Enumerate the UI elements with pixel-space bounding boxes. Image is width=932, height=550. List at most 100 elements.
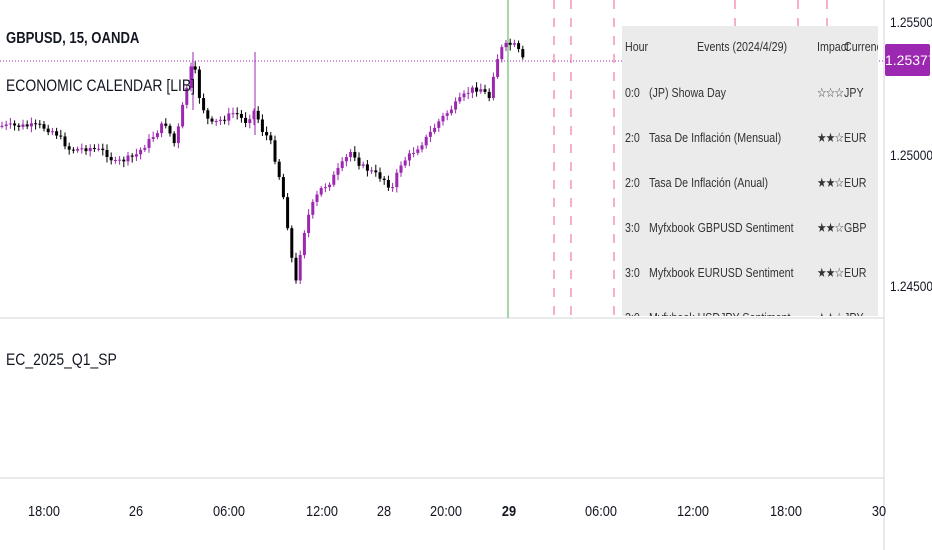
candle-body — [17, 125, 21, 127]
candle-body — [8, 123, 12, 125]
event-currency: EUR — [844, 130, 867, 145]
event-currency: GBP — [844, 220, 867, 235]
candle-body — [256, 110, 260, 120]
candle-body — [92, 148, 96, 150]
time-tick-label: 18:00 — [28, 503, 60, 520]
time-tick-label: 06:00 — [585, 503, 617, 520]
candle-body — [496, 59, 500, 77]
candle-body — [122, 159, 126, 162]
candle-body — [189, 66, 193, 88]
candle-body — [168, 125, 172, 134]
candle-body — [0, 125, 4, 127]
event-hour: 2:0 — [625, 175, 640, 190]
candle-body — [265, 132, 269, 136]
candle-body — [475, 87, 479, 92]
sub-pane-title[interactable]: EC_2025_Q1_SP — [6, 350, 117, 369]
candle-body — [349, 151, 353, 158]
candle-body — [164, 123, 168, 126]
candle-body — [235, 113, 239, 115]
header-currency: Currency — [844, 39, 878, 54]
candle-body — [437, 121, 441, 128]
candle-body — [118, 159, 122, 161]
indicator-title[interactable]: ECONOMIC CALENDAR [LIB] — [6, 76, 196, 95]
candle-body — [294, 257, 298, 281]
table-row: 3:0 Myfxbook USDJPY Sentiment ★★☆JPY — [622, 310, 878, 316]
candle-body — [353, 151, 357, 158]
candle-body — [55, 131, 59, 136]
candle-body — [50, 131, 54, 133]
candle-body — [76, 148, 80, 151]
candle-body — [248, 119, 252, 124]
candle-body — [500, 47, 504, 60]
candle-body — [458, 97, 462, 102]
candle-body — [311, 201, 315, 215]
price-tick-label: 1.25000 — [890, 147, 932, 163]
event-impact-stars: ★★☆ — [817, 175, 844, 190]
candle-body — [328, 184, 332, 188]
time-tick-label: 12:00 — [306, 503, 338, 520]
event-hour: 0:0 — [625, 85, 640, 100]
table-header-row: Hour Events (2024/4/29) Impact Currency — [622, 39, 878, 59]
candle-body — [487, 91, 491, 98]
candle-body — [281, 177, 285, 198]
candle-body — [126, 155, 130, 162]
candle-body — [130, 155, 134, 157]
table-row: 2:0 Tasa De Inflación (Anual) ★★☆ EUR — [622, 175, 878, 195]
candle-body — [34, 123, 38, 125]
candle-body — [420, 145, 424, 150]
candlestick-series[interactable] — [0, 30, 525, 284]
time-tick-label: 28 — [376, 503, 392, 520]
price-tick-label: 1.24500 — [890, 278, 932, 294]
candle-body — [273, 140, 277, 162]
candle-body — [223, 119, 227, 121]
candle-body — [441, 115, 445, 122]
candle-body — [67, 146, 71, 150]
header-impact: Impact — [817, 39, 849, 54]
candle-body — [71, 149, 75, 151]
candle-body — [239, 113, 243, 118]
candle-body — [105, 150, 109, 158]
candle-body — [42, 124, 46, 129]
candle-body — [193, 66, 197, 70]
event-impact-stars: ★★☆ — [817, 220, 844, 235]
candle-body — [344, 157, 348, 162]
symbol-title[interactable]: GBPUSD, 15, OANDA — [6, 30, 140, 47]
event-name: Myfxbook EURUSD Sentiment — [649, 265, 794, 280]
event-name: Tasa De Inflación (Mensual) — [649, 130, 782, 145]
candle-body — [365, 164, 369, 171]
candle-body — [147, 138, 151, 148]
candle-body — [370, 170, 374, 172]
candle-body — [382, 178, 386, 181]
candle-body — [286, 197, 290, 229]
candle-body — [508, 42, 512, 45]
table-row: 2:0 Tasa De Inflación (Mensual) ★★☆ EUR — [622, 130, 878, 150]
candle-body — [470, 87, 474, 93]
event-impact-stars: ☆☆☆ — [817, 85, 844, 100]
candle-body — [80, 148, 84, 150]
time-tick-label: 06:00 — [213, 503, 245, 520]
time-tick-label: 29 — [501, 503, 517, 520]
candle-body — [206, 110, 210, 119]
candle-body — [340, 161, 344, 169]
candle-body — [134, 154, 138, 157]
candle-body — [491, 76, 495, 98]
candle-body — [307, 214, 311, 233]
candle-body — [151, 137, 155, 139]
event-hour: 2:0 — [625, 130, 640, 145]
event-impact-stars: ★★☆ — [817, 310, 844, 316]
candle-body — [29, 123, 33, 127]
candle-body — [386, 180, 390, 188]
candle-body — [143, 147, 147, 150]
candle-body — [38, 123, 42, 125]
candle-body — [25, 124, 29, 127]
table-row: 3:0 Myfxbook EURUSD Sentiment ★★☆ EUR — [622, 265, 878, 285]
candle-body — [197, 69, 201, 99]
candle-body — [323, 187, 327, 189]
candle-body — [252, 110, 256, 120]
header-hour: Hour — [625, 39, 649, 54]
candle-body — [395, 172, 399, 188]
candle-body — [63, 136, 67, 147]
candle-body — [454, 101, 458, 110]
candle-body — [277, 161, 281, 178]
